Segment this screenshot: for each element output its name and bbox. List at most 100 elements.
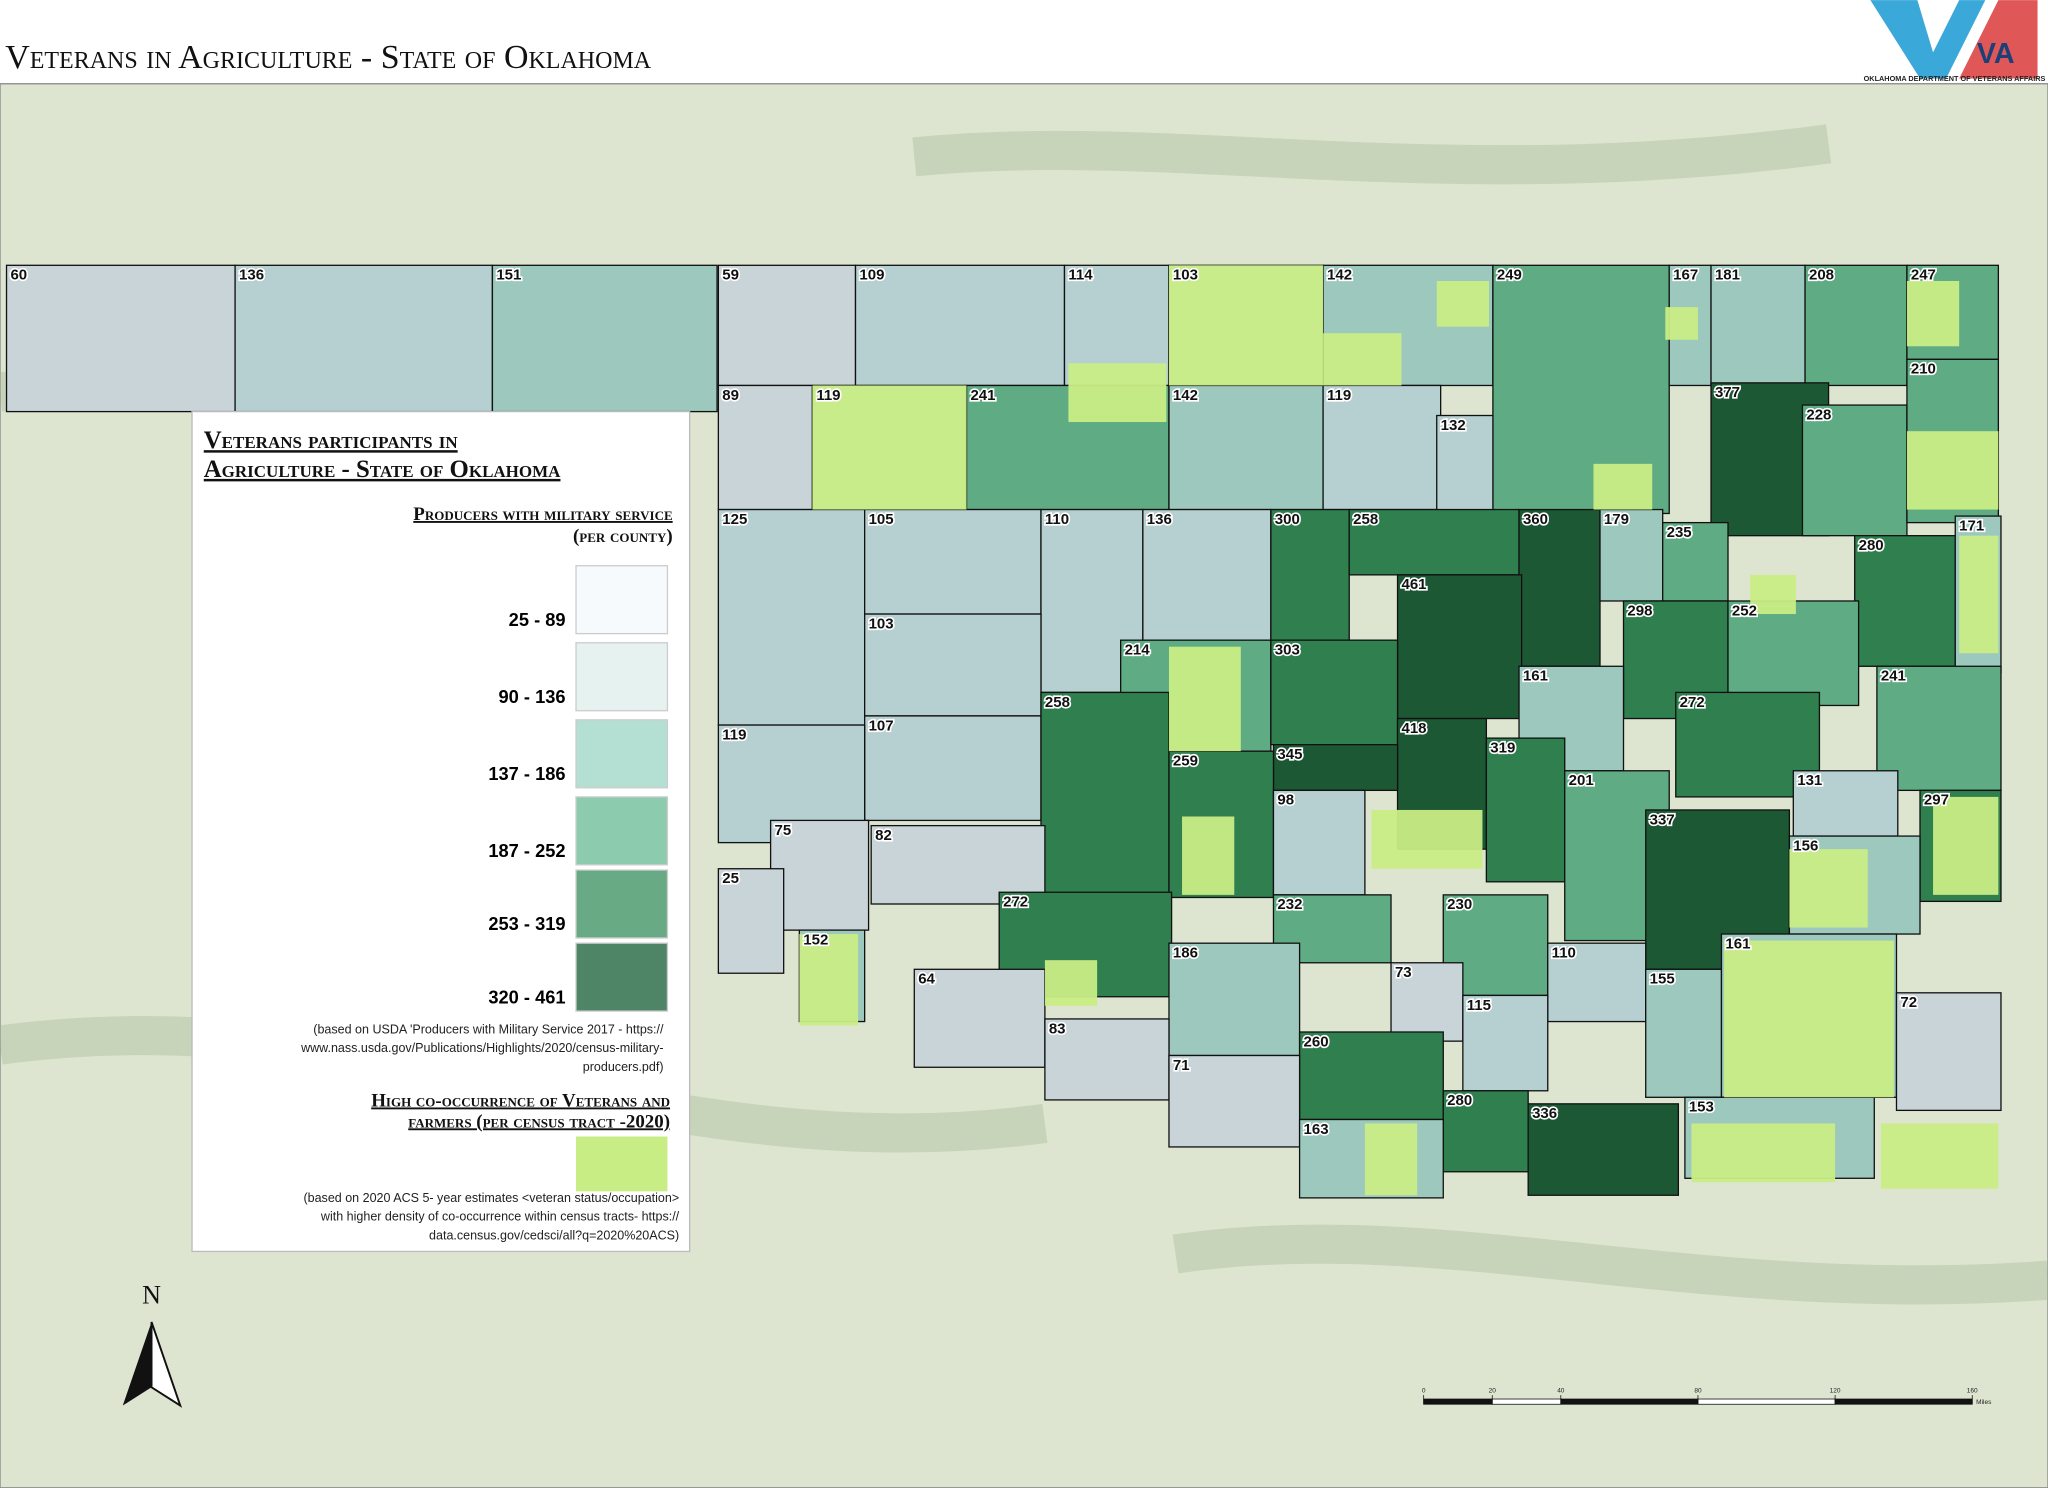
county: [1485, 737, 1566, 883]
tract-overlay: [1168, 265, 1324, 386]
north-arrow-right: [150, 1321, 183, 1408]
tract-overlays: [799, 265, 1999, 1196]
legend-note: (based on 2020 ACS 5- year estimates <ve…: [303, 1191, 679, 1205]
logo-shape: [1870, 0, 1986, 79]
county: [1270, 508, 1350, 641]
county-value-label: 25: [722, 870, 739, 887]
county: [854, 264, 1066, 387]
tract-overlay: [1044, 960, 1098, 1006]
county: [1792, 770, 1899, 837]
legend-heading: Producers with military service: [413, 504, 672, 525]
logo-shape: [1959, 0, 2038, 79]
county-value-label: 303: [1275, 642, 1300, 659]
county: [864, 715, 1042, 822]
county-value-label: 249: [1497, 267, 1522, 284]
county: [717, 384, 814, 511]
tract-overlay: [1168, 646, 1241, 752]
legend-class-label: 25 - 89: [509, 609, 566, 630]
scale-segment: [1560, 1398, 1699, 1405]
county-value-label: 103: [869, 615, 894, 632]
county-value-label: 280: [1447, 1092, 1472, 1109]
legend-class-label: 187 - 252: [488, 840, 565, 861]
county: [1168, 384, 1324, 511]
tract-overlay: [1724, 940, 1894, 1098]
county-value-label: 167: [1673, 267, 1698, 284]
county: [1804, 264, 1908, 387]
tract-overlay: [1906, 280, 1960, 347]
county-value-label: 297: [1924, 792, 1949, 809]
scale-tick-label: 40: [1557, 1387, 1565, 1394]
county-value-label: 228: [1806, 406, 1831, 423]
county: [1436, 414, 1494, 515]
scale-tick-label: 160: [1967, 1387, 1978, 1394]
county: [864, 613, 1042, 717]
tract-overlay: [1364, 1123, 1418, 1196]
county-value-label: 179: [1604, 511, 1629, 528]
county-value-label: 345: [1277, 746, 1302, 763]
scale-tick-label: 0: [1422, 1387, 1426, 1394]
scale-segment: [1834, 1398, 1973, 1405]
county: [1348, 508, 1520, 576]
scale-unit: Miles: [1976, 1399, 1992, 1406]
legend-note: www.nass.usda.gov/Publications/Highlight…: [300, 1041, 663, 1055]
legend-title: Veterans participants in: [204, 427, 459, 454]
county-value-label: 136: [239, 267, 264, 284]
legend-class-label: 320 - 461: [488, 986, 565, 1007]
county-value-label: 115: [1467, 997, 1491, 1014]
county-value-label: 247: [1911, 267, 1936, 284]
county: [1645, 968, 1723, 1098]
county: [1854, 535, 1956, 667]
county-value-label: 186: [1173, 945, 1198, 962]
logo-text: OKLAHOMA DEPARTMENT OF VETERANS AFFAIRS: [1864, 74, 2046, 83]
county-value-label: 110: [1045, 511, 1069, 528]
county: [491, 264, 718, 413]
scale-bar: 0 20 40 80 120 160 Miles: [1422, 1387, 1992, 1406]
tract-overlay: [1593, 463, 1653, 510]
tract-overlay: [1789, 849, 1868, 928]
county-value-label: 75: [775, 822, 792, 839]
county: [1518, 508, 1601, 667]
county-value-label: 156: [1793, 837, 1818, 854]
county-value-label: 152: [803, 931, 828, 948]
county: [717, 868, 785, 974]
county-value-label: 161: [1523, 668, 1548, 685]
legend-swatch: [575, 796, 669, 866]
legend-title: Agriculture - State of Oklahoma: [204, 456, 561, 483]
county-value-label: 89: [722, 387, 739, 404]
county: [1462, 994, 1549, 1092]
tract-overlay: [1068, 363, 1167, 423]
tract-overlay: [812, 385, 967, 510]
tract-overlay: [1906, 431, 1999, 510]
county-value-label: 161: [1725, 935, 1750, 952]
county-value-label: 71: [1173, 1057, 1190, 1074]
legend-note: (based on USDA 'Producers with Military …: [313, 1022, 664, 1036]
county-value-label: 103: [1173, 267, 1198, 284]
county-value-label: 336: [1532, 1105, 1557, 1122]
county: [870, 824, 1046, 905]
county-value-label: 298: [1627, 602, 1652, 619]
county-value-label: 155: [1650, 971, 1675, 988]
county-value-label: 131: [1797, 772, 1822, 789]
legend-class-label: 90 - 136: [499, 686, 566, 707]
tract-overlay: [1691, 1123, 1836, 1183]
scale-segment: [1423, 1398, 1493, 1405]
tract-overlay: [1182, 816, 1235, 895]
county-value-label: 377: [1715, 384, 1740, 401]
legend-swatch: [575, 642, 669, 712]
county-value-label: 83: [1049, 1020, 1066, 1037]
county-value-label: 64: [918, 971, 935, 988]
tract-overlay: [1665, 307, 1698, 340]
county: [1876, 665, 2002, 792]
county-value-label: 59: [722, 267, 739, 284]
county-value-label: 73: [1395, 964, 1412, 981]
page-title: Veterans in Agriculture - State of Oklah…: [5, 39, 652, 76]
county-value-label: 151: [496, 267, 521, 284]
north-arrow: N: [122, 1281, 183, 1408]
county: [1044, 1018, 1170, 1101]
county: [1662, 521, 1729, 602]
county: [913, 968, 1046, 1068]
county-value-label: 125: [722, 511, 747, 528]
legend-class-label: 253 - 319: [488, 913, 565, 934]
county: [1801, 404, 1908, 537]
